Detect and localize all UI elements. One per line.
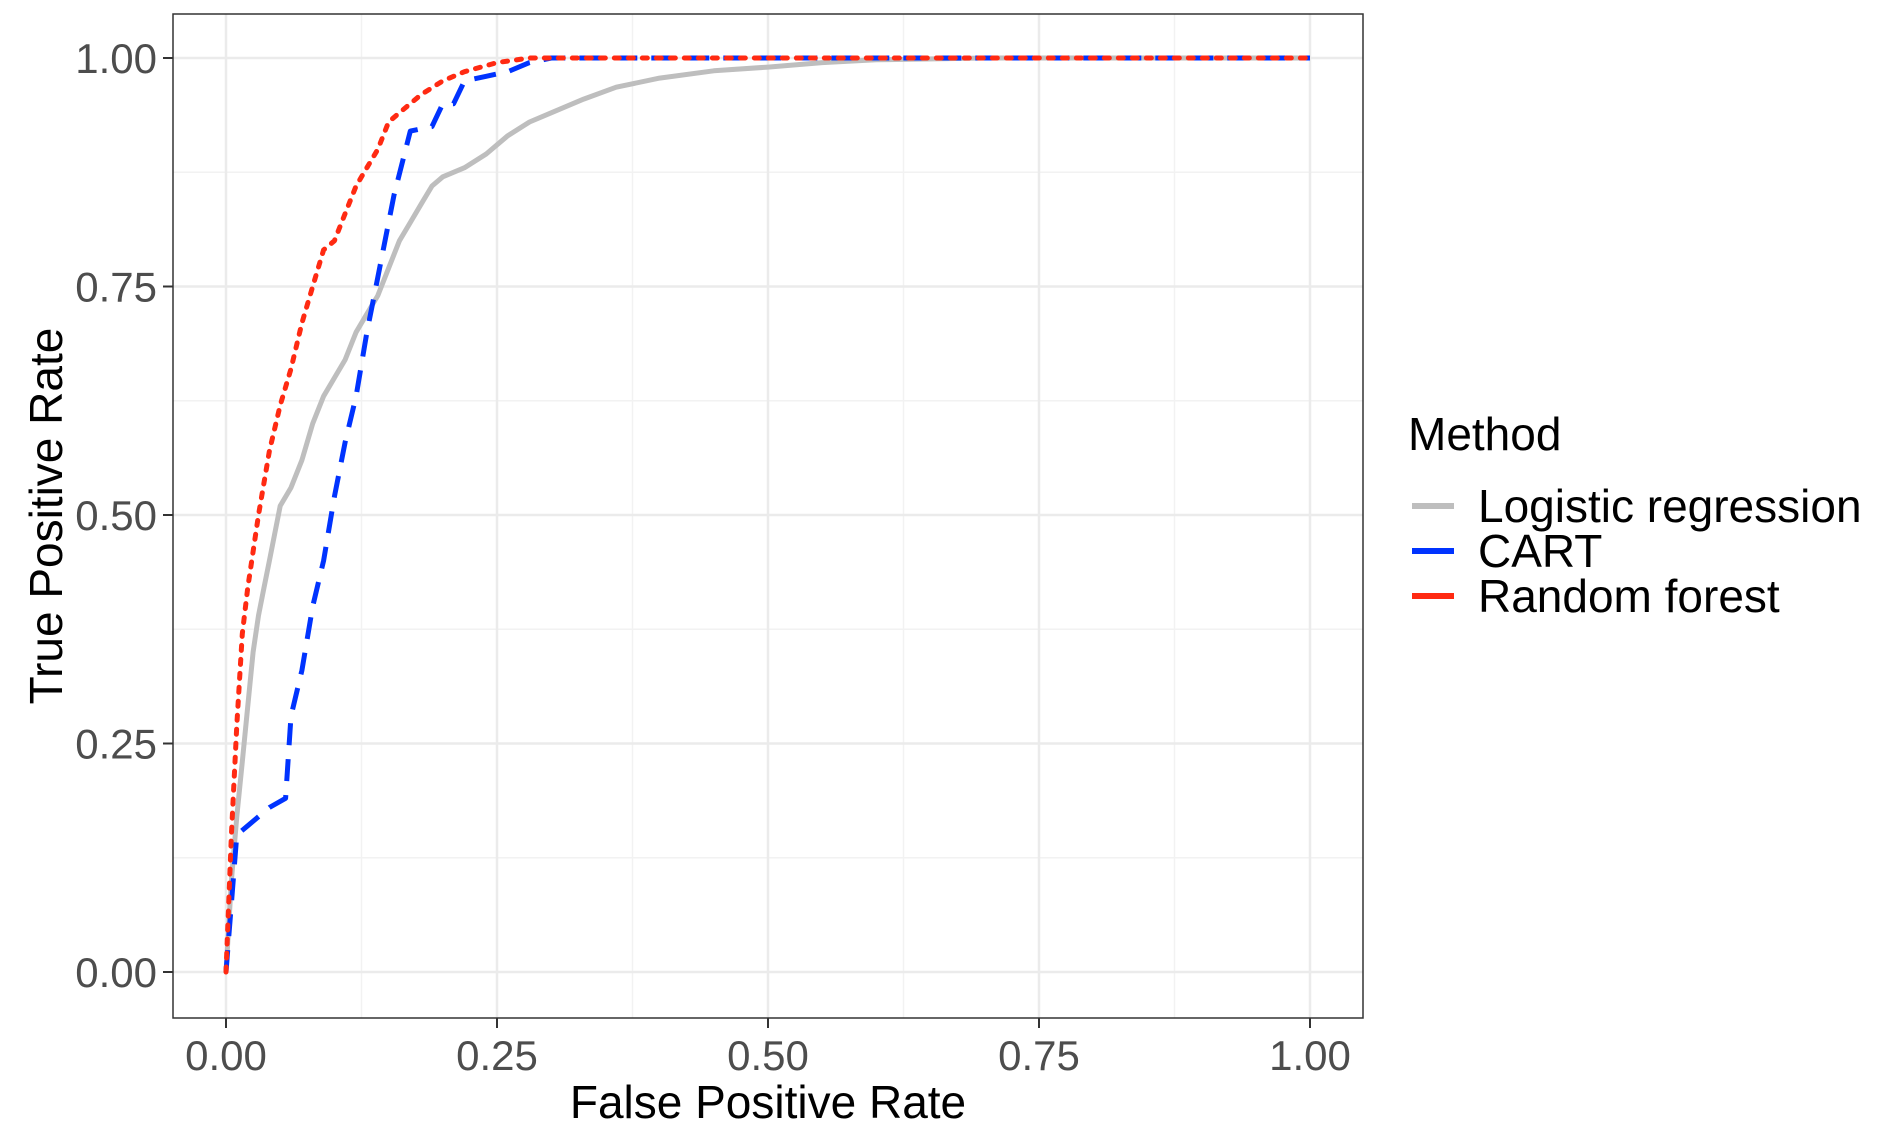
series-line-random-forest [223,55,1313,975]
y-tick-label: 0.00 [75,949,157,996]
y-tick-label: 0.25 [75,721,157,768]
major-gridlines [173,14,1363,1018]
legend-label: Random forest [1478,570,1780,622]
y-tick-label: 0.50 [75,492,157,539]
series-line-cart [223,55,1310,973]
legend-label: CART [1478,525,1602,577]
x-tick-label: 1.00 [1269,1032,1351,1079]
y-axis-title: True Positive Rate [20,328,72,705]
legend-label: Logistic regression [1478,480,1862,532]
legend-title: Method [1408,408,1561,460]
y-axis-ticks: 0.00 0.25 0.50 0.75 1.00 [75,35,173,996]
x-tick-label: 0.75 [998,1032,1080,1079]
series-lines [223,55,1313,975]
x-axis-ticks: 0.00 0.25 0.50 0.75 1.00 [185,1018,1351,1079]
y-tick-label: 1.00 [75,35,157,82]
x-axis-title: False Positive Rate [570,1076,966,1128]
series-line-logistic-regression [223,55,1310,973]
x-tick-label: 0.50 [727,1032,809,1079]
x-tick-label: 0.00 [185,1032,267,1079]
y-tick-label: 0.75 [75,264,157,311]
x-tick-label: 0.25 [456,1032,538,1079]
